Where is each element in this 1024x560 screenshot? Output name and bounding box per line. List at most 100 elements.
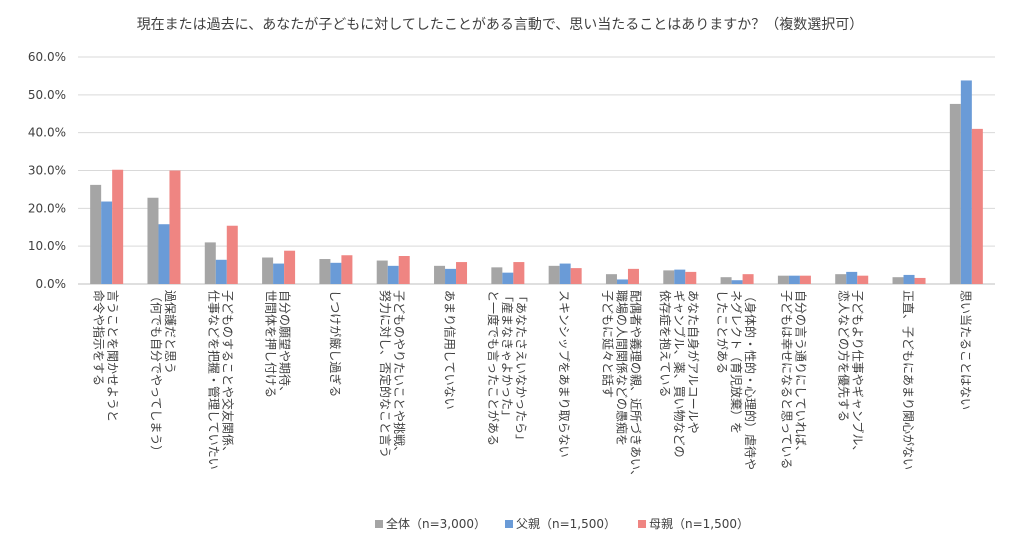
x-tick-label: 恋人などの方を優先する <box>837 290 852 422</box>
bar <box>284 250 296 284</box>
x-tick-label: あまり信用していない <box>443 290 457 410</box>
legend-item: 全体（n=3,000） <box>375 516 486 531</box>
bar <box>158 224 170 284</box>
bar <box>169 170 181 284</box>
legend: 全体（n=3,000） 父親（n=1,500） 母親（n=1,500） <box>375 516 749 531</box>
y-tick-label: 20.0% <box>28 201 66 215</box>
bar <box>857 275 869 284</box>
x-tick-label: と一度でも言ったことがある <box>486 290 501 446</box>
x-tick-label: 思い当たることはない <box>958 290 972 410</box>
x-category-label: 正直、子どもにあまり関心がない <box>901 290 916 470</box>
x-category-label: スキンシップをあまり取らない <box>557 290 571 458</box>
legend-label: 母親（n=1,500） <box>649 517 749 531</box>
bar <box>627 268 639 284</box>
y-tick-label: 0.0% <box>36 277 67 291</box>
bar <box>341 255 353 284</box>
legend-item: 母親（n=1,500） <box>638 517 749 531</box>
x-category-label: 自分の言う通りにしていれば、子どもは幸せになると思っている <box>779 290 807 469</box>
bars <box>90 80 983 284</box>
x-tick-label: 「あなたさえいなかったら」 <box>514 290 528 446</box>
x-tick-label: あなた自身がアルコールや <box>686 290 701 434</box>
x-tick-label: しつけが厳し過ぎる <box>328 290 343 397</box>
x-tick-label: ギャンブル、薬、買い物などの <box>672 290 687 458</box>
x-tick-label: 子どもより仕事やギャンブル、 <box>851 290 866 457</box>
x-tick-label: 努力に対し、否定的なこと言う <box>378 290 393 458</box>
bar <box>456 262 468 284</box>
chart-title: 現在または過去に、あなたが子どもに対してしたことがある言動で、思い当たることはあ… <box>137 16 864 33</box>
x-tick-label: 言うことを聞かせようと <box>106 290 120 422</box>
bar <box>319 259 331 284</box>
bar <box>835 274 847 284</box>
bar <box>90 184 102 284</box>
y-tick-label: 50.0% <box>28 88 66 102</box>
x-tick-label: 依存症を抱えている <box>658 290 673 397</box>
bar <box>570 268 582 284</box>
bar <box>788 275 800 284</box>
bar <box>330 262 342 284</box>
x-tick-label: 過保護だと思う <box>163 290 178 374</box>
bar <box>720 277 732 284</box>
legend-swatch <box>638 520 646 528</box>
bar <box>273 263 285 284</box>
bar <box>960 80 972 284</box>
x-category-label: 自分の願望や期待、世間体を押し付ける <box>264 290 292 398</box>
x-category-label: 「あなたさえいなかったら」「産まなきゃよかった」と一度でも言ったことがある <box>486 290 528 446</box>
x-category-label: 思い当たることはない <box>958 290 972 410</box>
x-tick-label: 子どものすることや交友関係、 <box>220 290 235 458</box>
x-tick-label: 仕事などを把握・管理していたい <box>206 290 221 470</box>
bar <box>674 269 686 284</box>
legend-label: 父親（n=1,500） <box>516 517 616 531</box>
legend-swatch <box>505 520 513 528</box>
bar <box>398 256 410 284</box>
x-tick-label: 「産まなきゃよかった」 <box>500 290 515 422</box>
x-tick-label: 子どもに延々と話す <box>600 290 615 398</box>
bar <box>204 242 216 284</box>
bar <box>685 271 697 284</box>
x-tick-label: 子どものやりたいことや挑戦、 <box>392 290 406 458</box>
bar <box>262 257 274 284</box>
x-tick-label: 命令や指示をする <box>92 290 107 386</box>
x-tick-label: 職場の人間関係などの愚痴を <box>614 290 629 446</box>
bar <box>892 277 904 284</box>
y-tick-label: 60.0% <box>28 50 66 64</box>
bar <box>605 274 617 284</box>
bar <box>914 277 926 284</box>
x-tick-label: したことがある <box>715 290 730 374</box>
x-tick-label: ネグレクト（育児放棄）を <box>729 290 744 434</box>
bar <box>799 275 811 284</box>
bar <box>742 274 754 284</box>
bar <box>616 279 628 284</box>
bar <box>147 197 159 284</box>
bar <box>949 103 961 284</box>
bar <box>903 274 915 284</box>
bar <box>434 265 446 284</box>
bar <box>559 263 571 284</box>
y-axis: 0.0% 10.0% 20.0% 30.0% 40.0% 50.0% 60.0% <box>28 50 66 291</box>
bar <box>971 128 983 284</box>
x-category-label: あまり信用していない <box>443 290 457 410</box>
x-tick-label: 自分の願望や期待、 <box>278 290 292 398</box>
y-tick-label: 10.0% <box>28 239 66 253</box>
bar <box>513 262 525 284</box>
bar <box>491 267 503 284</box>
bar <box>387 265 399 284</box>
bar <box>663 270 675 284</box>
legend-label: 全体（n=3,000） <box>386 516 486 531</box>
bar <box>445 268 457 284</box>
x-category-label: 子どものやりたいことや挑戦、努力に対し、否定的なこと言う <box>378 290 406 458</box>
x-tick-label: 正直、子どもにあまり関心がない <box>901 290 916 470</box>
bar <box>777 275 789 284</box>
x-tick-label: （何でも自分でやってしまう） <box>149 290 163 457</box>
x-category-label: 過保護だと思う（何でも自分でやってしまう） <box>149 290 178 457</box>
bar <box>731 280 743 284</box>
x-tick-label: （身体的・性的・心理的）虐待や <box>743 290 758 470</box>
bar <box>101 201 113 284</box>
x-tick-label: 世間体を押し付ける <box>264 290 278 398</box>
bar <box>112 169 124 284</box>
